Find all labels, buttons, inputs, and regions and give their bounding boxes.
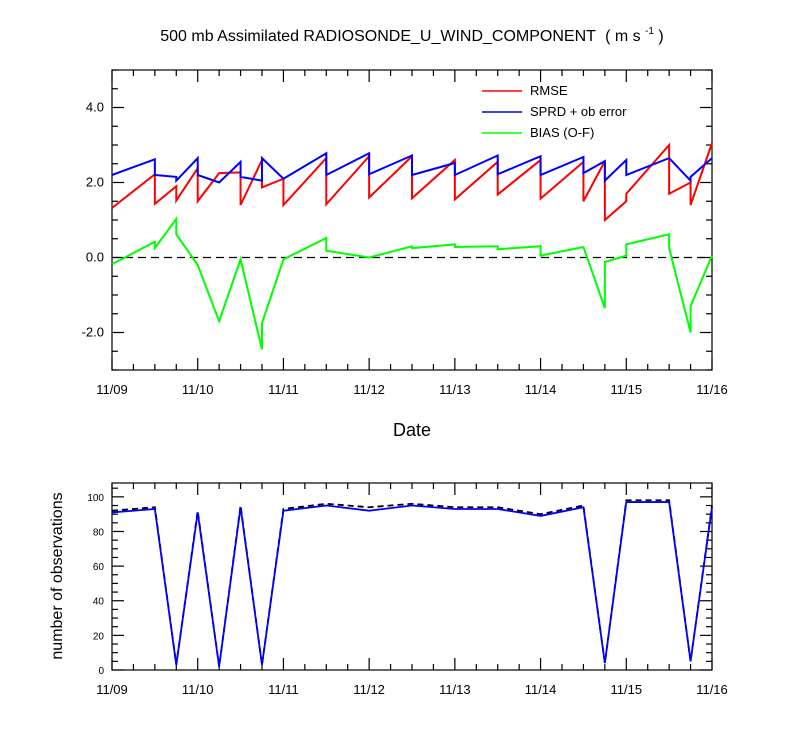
bottom-ytick-label: 80 bbox=[93, 527, 105, 538]
top-tick-marks bbox=[111, 69, 713, 371]
top-ytick-label: 0.0 bbox=[86, 250, 104, 265]
bottom-x-tick-labels: 11/09 11/10 11/11 11/12 11/13 11/14 11/15 11/16 bbox=[96, 682, 728, 697]
top-series-bias-o-f bbox=[111, 215, 713, 350]
bottom-tick-marks bbox=[111, 483, 713, 671]
bottom-plot-frame bbox=[111, 482, 713, 671]
bottom-xtick-label: 11/13 bbox=[439, 682, 471, 697]
bottom-xtick-label: 11/14 bbox=[525, 682, 557, 697]
top-xtick-label: 11/12 bbox=[353, 382, 385, 397]
top-y-tick-labels: -2.0 0.0 2.0 4.0 bbox=[82, 100, 104, 340]
top-xtick-label: 11/15 bbox=[610, 382, 642, 397]
bottom-xtick-label: 11/10 bbox=[182, 682, 214, 697]
top-x-tick-labels: 11/09 11/10 11/11 11/12 11/13 11/14 11/15 11/16 bbox=[96, 382, 728, 397]
bottom-xtick-label: 11/09 bbox=[96, 682, 128, 697]
top-series-sprd-ob-error bbox=[111, 151, 713, 184]
legend: RMSE SPRD + ob error BIAS (O-F) bbox=[482, 83, 627, 140]
bottom-ytick-label: 100 bbox=[87, 493, 104, 504]
top-ytick-label: 2.0 bbox=[86, 175, 104, 190]
top-x-axis-label: Date bbox=[393, 420, 431, 440]
title-units-close: ) bbox=[658, 28, 663, 45]
title-units: ( m s bbox=[605, 28, 641, 45]
bottom-ytick-label: 0 bbox=[98, 666, 104, 677]
bottom-series-possible bbox=[111, 499, 713, 667]
legend-label-rmse: RMSE bbox=[530, 83, 568, 98]
top-xtick-label: 11/14 bbox=[525, 382, 557, 397]
bottom-ytick-label: 40 bbox=[93, 597, 105, 608]
title-units-exp: -1 bbox=[645, 26, 654, 37]
bottom-series-group bbox=[111, 499, 713, 667]
top-chart: 500 mb Assimilated RADIOSONDE_U_WIND_COM… bbox=[82, 21, 728, 440]
top-xtick-label: 11/11 bbox=[268, 382, 299, 397]
bottom-y-tick-labels: 0 20 40 60 80 100 bbox=[87, 493, 104, 677]
bottom-ytick-label: 60 bbox=[93, 562, 105, 573]
top-chart-title: 500 mb Assimilated RADIOSONDE_U_WIND_COM… bbox=[160, 21, 664, 45]
top-ytick-label: -2.0 bbox=[82, 325, 104, 340]
legend-label-bias: BIAS (O-F) bbox=[530, 125, 594, 140]
bottom-ytick-label: 20 bbox=[93, 631, 105, 642]
top-xtick-label: 11/10 bbox=[182, 382, 214, 397]
top-xtick-label: 11/16 bbox=[696, 382, 728, 397]
top-xtick-label: 11/09 bbox=[96, 382, 128, 397]
bottom-xtick-label: 11/16 bbox=[696, 682, 728, 697]
top-ytick-label: 4.0 bbox=[86, 100, 104, 115]
top-series-group bbox=[111, 142, 713, 350]
legend-label-sprd: SPRD + ob error bbox=[530, 104, 627, 119]
bottom-y-axis-label: number of observations bbox=[49, 492, 66, 659]
top-xtick-label: 11/13 bbox=[439, 382, 471, 397]
bottom-xtick-label: 11/12 bbox=[353, 682, 385, 697]
bottom-xtick-label: 11/15 bbox=[610, 682, 642, 697]
bottom-series-assimilated bbox=[111, 501, 713, 667]
bottom-xtick-label: 11/11 bbox=[268, 682, 299, 697]
title-main: 500 mb Assimilated RADIOSONDE_U_WIND_COM… bbox=[160, 28, 596, 45]
